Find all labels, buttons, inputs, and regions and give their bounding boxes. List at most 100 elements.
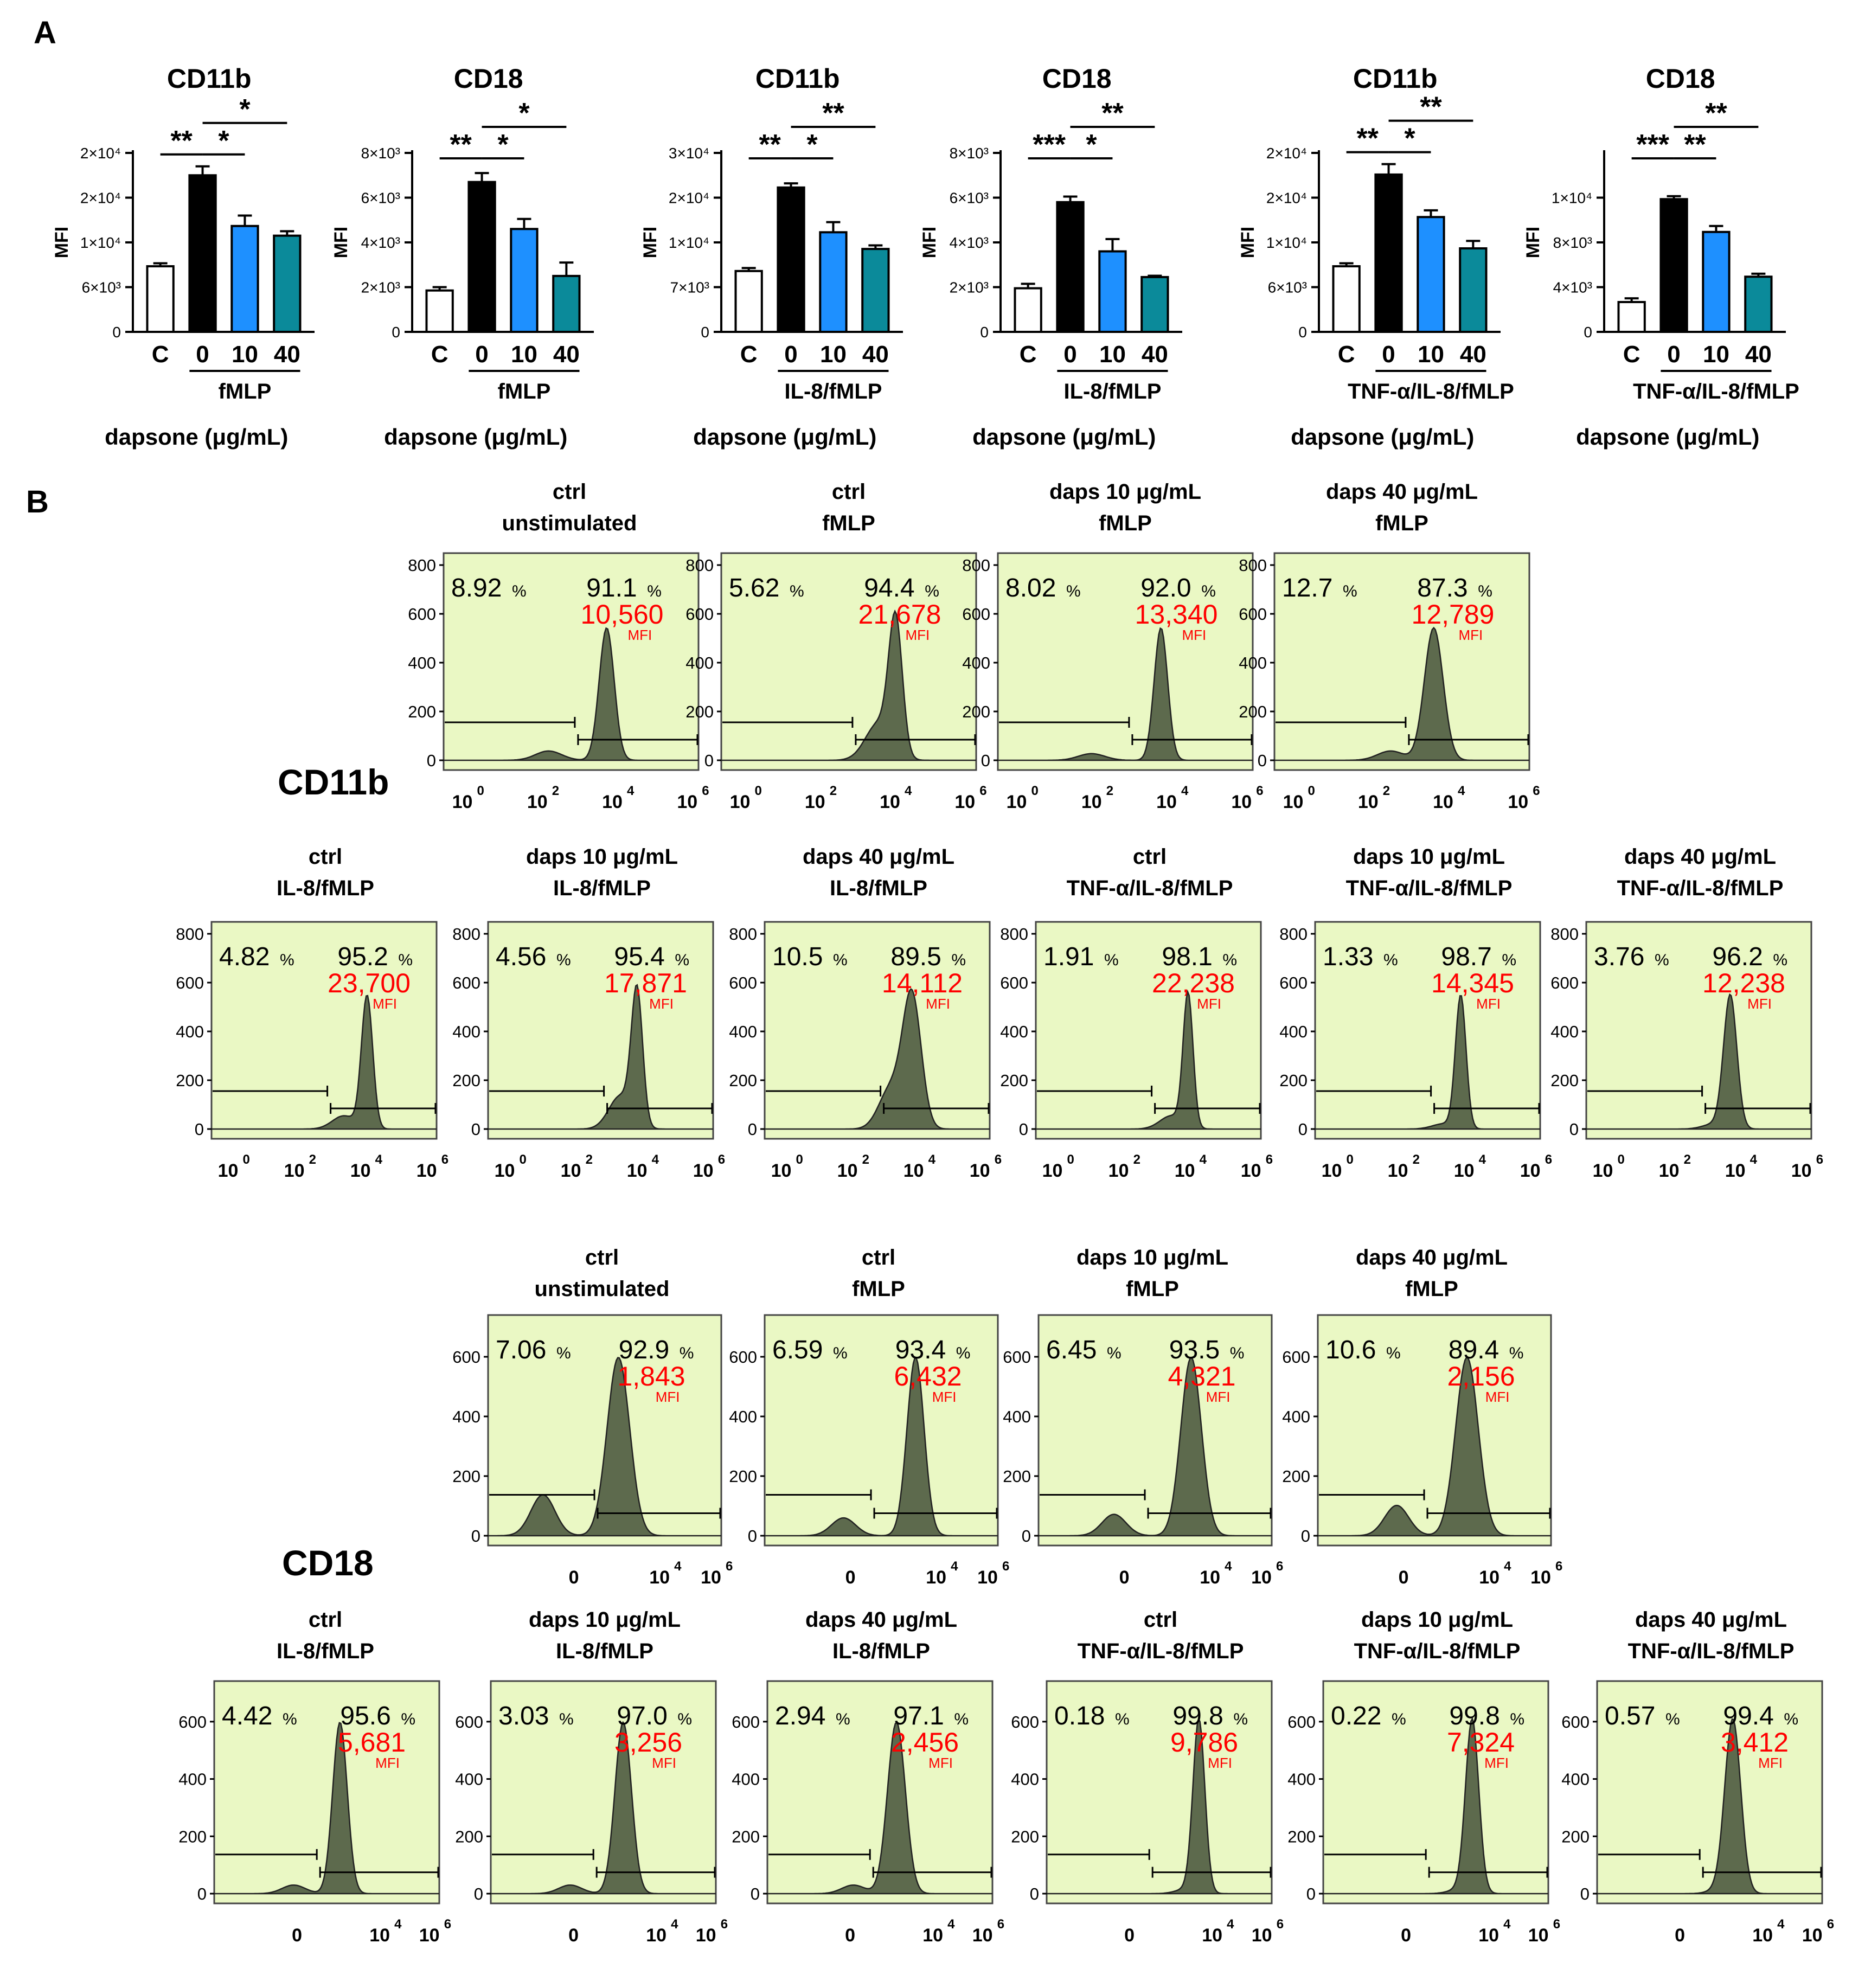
y-tick-label: 2×10⁴ [669, 190, 709, 207]
histogram-frame [997, 552, 1254, 771]
category-label: 0 [784, 341, 797, 368]
x-tick-label: 10 [1752, 1925, 1773, 1946]
y-tick-label: 600 [962, 605, 990, 624]
x-tick-label: 10 [1007, 792, 1027, 812]
histogram-curve [491, 1721, 716, 1895]
x-tick-exponent: 6 [979, 784, 986, 798]
positive-percent: 95.6 [340, 1702, 390, 1730]
y-tick-label: 200 [1000, 1071, 1028, 1090]
category-label: 40 [1460, 341, 1486, 368]
x-tick-exponent: 4 [1181, 784, 1189, 798]
x-tick-label: 10 [880, 792, 900, 812]
x-tick-exponent: 4 [1503, 1917, 1511, 1932]
x-tick-label: 10 [452, 792, 473, 812]
y-tick-label: 200 [1003, 1467, 1031, 1486]
significance-label: ** [759, 129, 781, 161]
y-tick-label: 400 [729, 1022, 757, 1041]
y-tick-label: 400 [452, 1022, 480, 1041]
mfi-value: 13,340 [1135, 599, 1218, 630]
bar [1374, 173, 1403, 333]
y-tick-label: 0 [471, 1527, 480, 1545]
category-label: 40 [1142, 341, 1168, 368]
percent-sign: % [559, 1710, 574, 1728]
y-tick-label: 2×10³ [361, 279, 400, 296]
mfi-unit-label: MFI [649, 996, 674, 1012]
y-tick-label: 600 [1550, 973, 1579, 992]
bar [734, 270, 763, 333]
treatment-label: IL-8/fMLP [784, 380, 882, 403]
x-tick-label: 10 [646, 1925, 667, 1946]
x-tick-exponent: 0 [1308, 784, 1315, 798]
x-tick-label: 10 [1530, 1567, 1551, 1588]
mfi-unit-label: MFI [1208, 1755, 1232, 1771]
mfi-unit-label: MFI [652, 1755, 676, 1771]
x-tick-exponent: 4 [951, 1559, 958, 1574]
x-tick-label: 10 [1358, 792, 1379, 812]
negative-percent: 6.45 [1046, 1336, 1097, 1364]
histogram-12: daps 10 μg/mL fMLP 0 200 400 600 0 10 4 10 6 6.45% 9… [1003, 1246, 1283, 1588]
x-tick-exponent: 6 [995, 1152, 1002, 1167]
histogram-frame [1317, 1314, 1552, 1547]
y-axis-label: MFI [919, 227, 940, 259]
negative-percent: 1.91 [1043, 942, 1094, 971]
histogram-title-line-1: daps 40 μg/mL [1635, 1608, 1787, 1632]
x-tick-label: 10 [1791, 1160, 1812, 1181]
category-label: 10 [511, 341, 537, 368]
y-tick-label: 600 [1011, 1713, 1039, 1732]
y-tick-label: 0 [197, 1884, 207, 1903]
x-tick-label: 10 [495, 1160, 515, 1181]
negative-percent: 7.06 [496, 1336, 546, 1364]
y-tick-label: 600 [1239, 605, 1267, 624]
x-tick-label: 10 [696, 1925, 716, 1946]
histogram-frame [1046, 1680, 1273, 1904]
category-label: 10 [1099, 341, 1126, 368]
percent-sign: % [1115, 1710, 1130, 1728]
histogram-curve [1586, 993, 1811, 1130]
y-tick-label: 600 [729, 973, 757, 992]
histogram-curve [765, 988, 990, 1130]
mfi-value: 7,324 [1447, 1727, 1515, 1758]
histogram-title-line-2: unstimulated [502, 511, 637, 535]
bar [1459, 247, 1488, 333]
y-tick-label: 7×10³ [670, 279, 709, 296]
y-tick-label: 2×10⁴ [80, 190, 121, 207]
histogram-curve [488, 984, 713, 1130]
negative-percent: 0.57 [1605, 1702, 1655, 1730]
y-tick-label: 600 [455, 1713, 483, 1732]
x-tick-exponent: 0 [796, 1152, 803, 1167]
histogram-title-line-1: ctrl [585, 1246, 619, 1269]
x-tick-label: 0 [845, 1567, 856, 1588]
histogram-title-line-2: IL-8/fMLP [556, 1639, 653, 1663]
bar-chart-title: CD11b [167, 63, 252, 94]
histogram-curve [1039, 1356, 1272, 1537]
y-tick-label: 200 [732, 1827, 760, 1846]
y-tick-label: 0 [1258, 751, 1267, 770]
histogram-1: ctrl fMLP 0 200 400 600 800 10 0 10 2 10 4 10 6 5.62% 94… [685, 480, 986, 812]
positive-percent: 99.8 [1172, 1702, 1223, 1730]
bar [230, 225, 259, 333]
y-tick-label: 200 [729, 1467, 757, 1486]
y-tick-label: 600 [176, 973, 204, 992]
percent-sign: % [401, 1710, 415, 1728]
x-tick-label: 10 [903, 1160, 924, 1181]
histogram-title-line-2: IL-8/fMLP [832, 1639, 930, 1663]
y-tick-label: 400 [729, 1407, 757, 1426]
x-tick-exponent: 2 [1133, 1152, 1140, 1167]
histogram-frame [1273, 552, 1530, 771]
y-tick-label: 2×10⁴ [1266, 145, 1307, 162]
significance-label: ** [1684, 129, 1706, 161]
percent-sign: % [954, 1710, 969, 1728]
x-tick-label: 10 [1200, 1567, 1220, 1588]
histogram-title-line-1: daps 40 μg/mL [805, 1608, 957, 1632]
x-tick-exponent: 6 [997, 1917, 1004, 1932]
y-tick-label: 4×10³ [361, 234, 400, 251]
x-tick-exponent: 4 [928, 1152, 936, 1167]
bar-chart-title: CD18 [454, 63, 523, 94]
negative-percent: 0.22 [1331, 1702, 1381, 1730]
x-tick-label: 0 [845, 1925, 855, 1946]
y-tick-label: 400 [452, 1407, 480, 1426]
x-tick-label: 10 [1042, 1160, 1063, 1181]
percent-sign: % [1478, 582, 1492, 600]
positive-percent: 91.1 [586, 574, 637, 602]
histogram-curve [1315, 995, 1540, 1130]
